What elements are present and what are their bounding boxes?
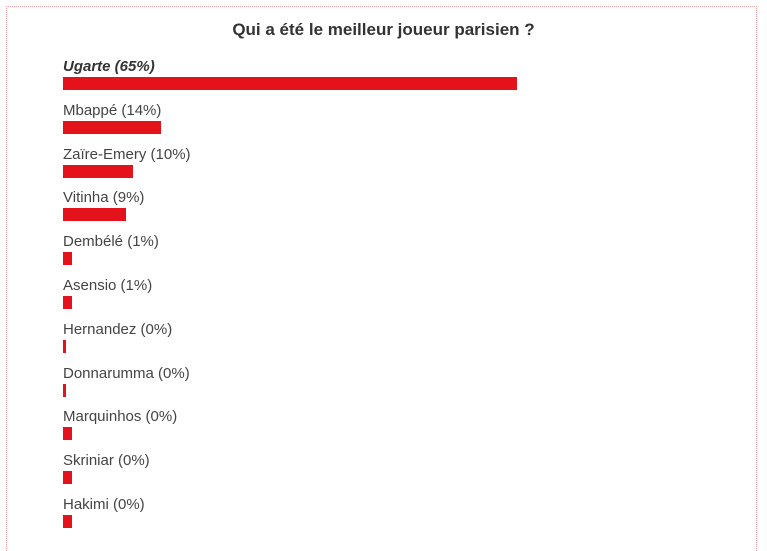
- option-label-asensio: Asensio (1%): [63, 277, 153, 294]
- option-label-skriniar: Skriniar (0%): [63, 452, 150, 470]
- bar-marquinhos: [63, 427, 72, 441]
- poll-frame: [6, 6, 757, 551]
- option-label-dembele: Dembélé (1%): [63, 233, 159, 251]
- bar-hernandez: [63, 339, 66, 353]
- bar-dembele: [63, 252, 72, 266]
- bar-donnarumma: [63, 383, 66, 397]
- bar-skriniar: [63, 471, 72, 485]
- poll-title: Qui a été le meilleur joueur parisien ?: [232, 20, 535, 39]
- bar-zaire-emery: [63, 164, 133, 178]
- option-label-marquinhos: Marquinhos (0%): [63, 408, 178, 426]
- bar-mbappe: [63, 120, 161, 134]
- bar-hakimi: [63, 515, 72, 528]
- option-label-zaire-emery: Zaïre-Emery (10%): [63, 145, 191, 163]
- bar-vitinha: [63, 208, 126, 222]
- option-label-mbappe: Mbappé (14%): [63, 101, 162, 119]
- bar-ugarte: [63, 77, 517, 90]
- option-label-donnarumma: Donnarumma (0%): [63, 364, 190, 382]
- bar-asensio: [63, 296, 72, 309]
- option-label-hernandez: Hernandez (0%): [63, 320, 173, 338]
- option-label-hakimi: Hakimi (0%): [63, 496, 145, 513]
- option-label-vitinha: Vitinha (9%): [63, 189, 145, 207]
- option-label-ugarte: Ugarte (65%): [63, 58, 155, 75]
